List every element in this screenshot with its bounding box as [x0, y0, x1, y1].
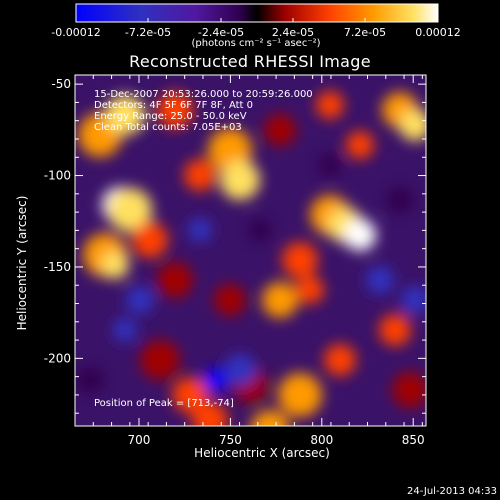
colorbar-tick: -0.00012 [51, 26, 101, 39]
heatmap-blob [101, 251, 129, 279]
heatmap-blob [172, 377, 208, 413]
y-tick-label: -200 [44, 351, 71, 365]
x-tick-label: 850 [402, 433, 425, 447]
heatmap-blob [296, 276, 324, 304]
heatmap-blob [105, 95, 145, 135]
heatmap-blob [76, 366, 104, 394]
y-tick-label: -100 [44, 169, 71, 183]
heatmap-blob [250, 410, 290, 426]
colorbar-units: (photons cm⁻² s⁻¹ asec⁻²) [191, 38, 321, 49]
x-tick-label: 700 [128, 433, 151, 447]
chart-title: Reconstructed RHESSI Image [129, 52, 371, 71]
colorbar-tick: 7.2e-05 [343, 26, 387, 39]
annotation-clean-counts: Clean Total counts: 7.05E+03 [94, 122, 242, 133]
heatmap-blob [113, 318, 137, 342]
heatmap-blob [192, 402, 228, 426]
heatmap-blob [366, 266, 394, 294]
y-tick-label: -150 [44, 260, 71, 274]
plot-frame [74, 74, 427, 427]
heatmap-blob [157, 92, 193, 128]
y-axis-label: Heliocentric Y (arcsec) [15, 195, 29, 331]
heatmap-blob [108, 188, 152, 232]
heatmap-blob [386, 186, 414, 214]
colorbar-tick: -2.4e-05 [197, 26, 245, 39]
heatmap-blob [203, 368, 227, 392]
heatmap-blob [344, 219, 376, 251]
colorbar-tick: -7.2e-05 [124, 26, 172, 39]
annotation-time-range: 15-Dec-2007 20:53:26.000 to 20:59:26.000 [94, 89, 313, 100]
heatmap-blob [379, 314, 411, 346]
heatmap-blob [324, 344, 356, 376]
colorbar-tick: 2.4e-05 [271, 26, 315, 39]
heatmap-blob [248, 218, 272, 242]
heatmap-blob [220, 160, 260, 200]
annotation-energy-range: Energy Range: 25.0 - 50.0 keV [94, 111, 247, 122]
colorbar-tick: 0.00012 [415, 26, 461, 39]
x-tick-label: 750 [219, 433, 242, 447]
heatmap-blob [278, 373, 322, 417]
heatmap-blob [316, 91, 344, 119]
heatmap-blob [318, 153, 342, 177]
heatmap-blob [157, 262, 193, 298]
heatmap-blob [392, 372, 426, 408]
heatmap-blob [264, 114, 296, 146]
heatmap-blob [140, 340, 180, 380]
heatmap-blob [214, 284, 246, 316]
y-tick-label: -50 [51, 77, 71, 91]
x-tick-label: 800 [310, 433, 333, 447]
heatmap-blob [132, 222, 168, 258]
heatmap-blob [126, 286, 154, 314]
annotation-detectors: Detectors: 4F 5F 6F 7F 8F, Att 0 [94, 100, 254, 111]
heatmap-blob [401, 286, 426, 314]
heatmap-blob [399, 109, 426, 141]
x-axis-label: Heliocentric X (arcsec) [194, 446, 330, 460]
heatmap-blob [346, 131, 374, 159]
colorbar-gradient [75, 3, 439, 23]
footer-date: 24-Jul-2013 04:33 [406, 486, 497, 497]
heatmap-blob [282, 242, 318, 278]
heatmap-blob [188, 218, 212, 242]
colorbar: -0.00012 -7.2e-05 -2.4e-05 2.4e-05 7.2e-… [0, 0, 500, 60]
heatmap-blob [184, 159, 216, 191]
heatmap-blob [262, 282, 298, 318]
annotation-peak-position: Position of Peak = [713,-74] [94, 398, 234, 409]
heatmap-blob [224, 354, 256, 386]
